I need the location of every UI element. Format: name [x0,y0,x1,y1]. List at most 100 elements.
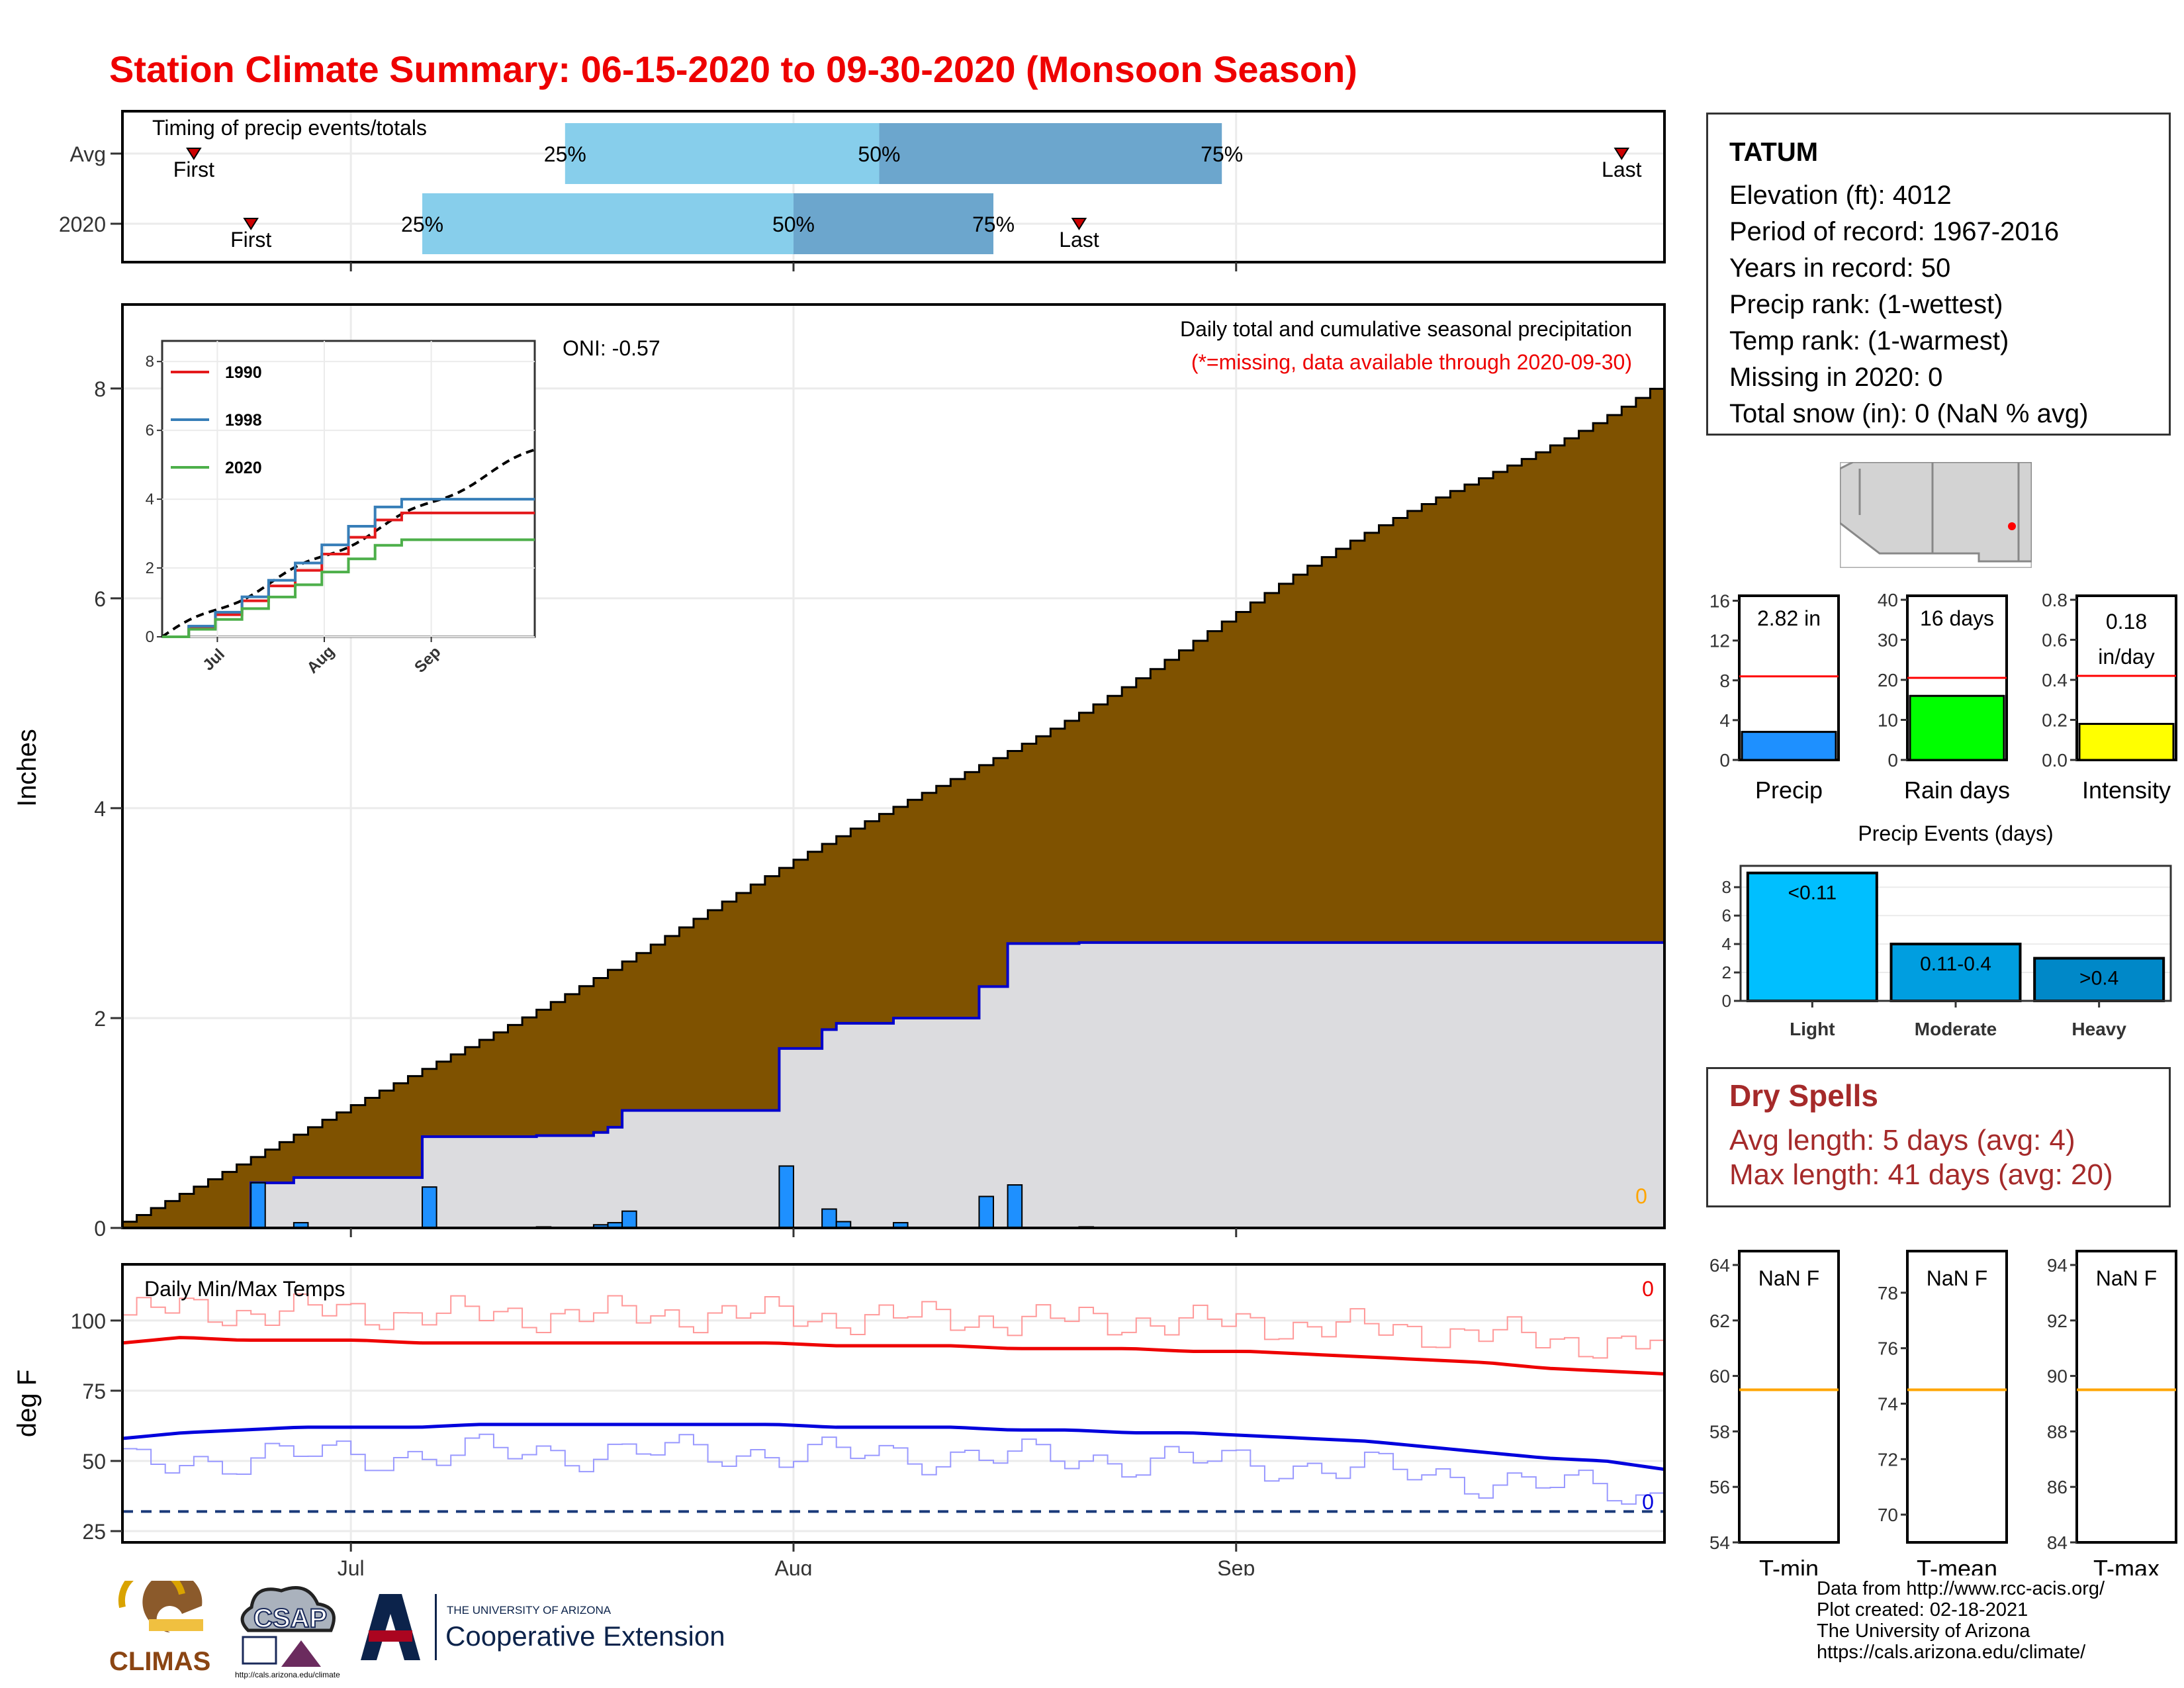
temp-bar-ytick-label: 54 [1709,1532,1730,1553]
temp-bar-ytick-label: 92 [2047,1311,2068,1331]
temp-bar-value-label: NaN F [1927,1266,1987,1290]
station-location-dot [2008,522,2016,530]
timing-p50-label: 50% [858,142,900,166]
ua-small-text: THE UNIVERSITY OF ARIZONA [447,1604,612,1617]
temp-frame [121,1263,1666,1544]
daily-precip-bar [250,1182,266,1229]
inset-frame [161,340,536,638]
credits: Data from http://www.rcc-acis.org/ Plot … [1817,1578,2105,1663]
temp-bar-frame [2075,1250,2177,1544]
dry-spells-avg: Avg length: 5 days (avg: 4) [1729,1124,2075,1156]
dry-spells-max: Max length: 41 days (avg: 20) [1729,1158,2113,1191]
inset-ytick-label: 0 [146,628,154,646]
precip-ylabel: Inches [13,729,42,807]
temp-bar-ytick-label: 70 [1878,1505,1898,1525]
credit-line-1: Data from http://www.rcc-acis.org/ [1817,1578,2105,1599]
climas-logo: CLIMAS [109,1581,210,1676]
inset-ytick-label: 2 [146,559,154,577]
inset-ytick-label: 4 [146,491,154,508]
timing-title: Timing of precip events/totals [152,116,427,140]
precip-frame [121,303,1666,1229]
summary-bar [2078,723,2175,761]
temp-bar-ytick-label: 88 [2047,1421,2068,1442]
precip-ytick-label: 8 [94,377,106,401]
summary-ytick-label: 0.6 [2042,630,2068,651]
precip-panel: 0 2 4 6 8 Inches Daily total and cumulative se… [13,303,1666,1241]
locator-map [1840,462,2032,568]
station-precip-rank: Precip rank: (1-wettest) [1729,290,2003,319]
timing-p75-label: 75% [1201,142,1243,166]
timing-bar-50-75 [879,123,1222,184]
events-ytick-label: 6 [1722,906,1731,925]
timing-panel: 25% 50% 75% First Last Avg 25% 50% 75% First Last 2… [59,110,1666,271]
daily-precip-bar [778,1165,794,1229]
temp-ylabel: deg F [13,1370,42,1437]
temp-bar-ytick-label: 78 [1878,1283,1898,1303]
inset-legend-label: 1998 [225,411,262,430]
events-bar-label: >0.4 [2079,968,2118,990]
timing-last-label: Last [1602,158,1642,181]
inset-ytick-label: 8 [146,353,154,371]
station-elevation: Elevation (ft): 4012 [1729,181,1952,210]
summary-ytick-label: 0.0 [2042,750,2068,771]
daily-precip-bar [978,1196,995,1229]
temp-bar-label: T-max [2093,1555,2160,1575]
summary-bar-label: Precip [1755,776,1823,804]
summary-value-label: 16 days [1920,606,1994,630]
summary-bar [1741,731,1837,761]
summary-ytick-label: 8 [1719,671,1730,691]
summary-ytick-label: 30 [1878,630,1898,651]
summary-ytick-label: 0.2 [2042,710,2068,731]
dry-spells-title: Dry Spells [1729,1078,1878,1113]
oni-label: ONI: -0.57 [563,336,660,360]
avg-min-temp-line [122,1423,1665,1472]
precip-events-chart: Precip Events (days) 0 2 4 6 8 <0.11 Light 0.11-… [1722,821,2172,1039]
inset-max-dashed-line [161,448,535,638]
precip-legend-title: Daily total and cumulative seasonal prec… [1180,317,1632,341]
station-years: Years in record: 50 [1729,254,1951,283]
events-ytick-label: 2 [1722,962,1731,982]
events-bar-label: <0.11 [1788,882,1837,904]
station-temp-rank: Temp rank: (1-warmest) [1729,326,2009,355]
events-ytick-label: 8 [1722,877,1731,897]
precip-ytick-label: 6 [94,587,106,611]
events-title: Precip Events (days) [1858,821,2053,845]
summary-ytick-label: 12 [1709,631,1730,651]
summary-ytick-label: 0.4 [2042,670,2068,690]
credit-line-4: https://cals.arizona.edu/climate/ [1817,1642,2086,1663]
ua-logo: THE UNIVERSITY OF ARIZONA Cooperative Ex… [361,1594,725,1660]
temp-panel-title: Daily Min/Max Temps [144,1277,345,1301]
precip-ytick-label: 0 [94,1217,106,1241]
temp-bar-ytick-label: 56 [1709,1477,1730,1497]
climas-logo-text: CLIMAS [109,1647,210,1676]
summary-ytick-label: 0 [1719,750,1730,771]
temp-ytick-label: 25 [82,1520,106,1544]
temp-bar-ytick-label: 90 [2047,1366,2068,1387]
csap-url: http://cals.arizona.edu/climate [235,1670,340,1679]
temp-bar-ytick-label: 84 [2047,1532,2068,1553]
timing-row-label: 2020 [59,212,106,236]
summary-ytick-label: 0 [1888,750,1898,771]
station-missing: Missing in 2020: 0 [1729,363,1943,392]
summary-value-unit: in/day [2098,645,2154,669]
temp-missing-min: 0 [1642,1490,1654,1514]
summary-value-label: 2.82 in [1757,606,1821,630]
credit-line-3: The University of Arizona [1817,1620,2030,1642]
timing-first-marker [186,148,202,160]
precip-legend-sub: (*=missing, data available through 2020-… [1191,350,1632,374]
obs-cumulative-area [122,942,1664,1228]
timing-last-label: Last [1059,228,1099,252]
station-period: Period of record: 1967-2016 [1729,217,2060,246]
summary-ytick-label: 4 [1719,710,1730,731]
inset-ytick-label: 6 [146,422,154,440]
timing-row-label: Avg [69,142,106,166]
daily-precip-bar [422,1186,437,1229]
timing-first-label: First [230,228,271,252]
inset-series-line [162,498,535,638]
temp-bar-ytick-label: 60 [1709,1366,1730,1387]
daily-precip-bar [621,1210,637,1229]
station-info-box: TATUM Elevation (ft): 4012 Period of rec… [1706,113,2171,436]
x-axis-tick-label: Sep [1217,1556,1255,1575]
temperature-summary-bars: 54 56 58 60 62 64 NaN F T-min 70 72 74 76 78 NaN F T-m… [1709,1250,2177,1575]
temp-bar-ytick-label: 62 [1709,1311,1730,1331]
